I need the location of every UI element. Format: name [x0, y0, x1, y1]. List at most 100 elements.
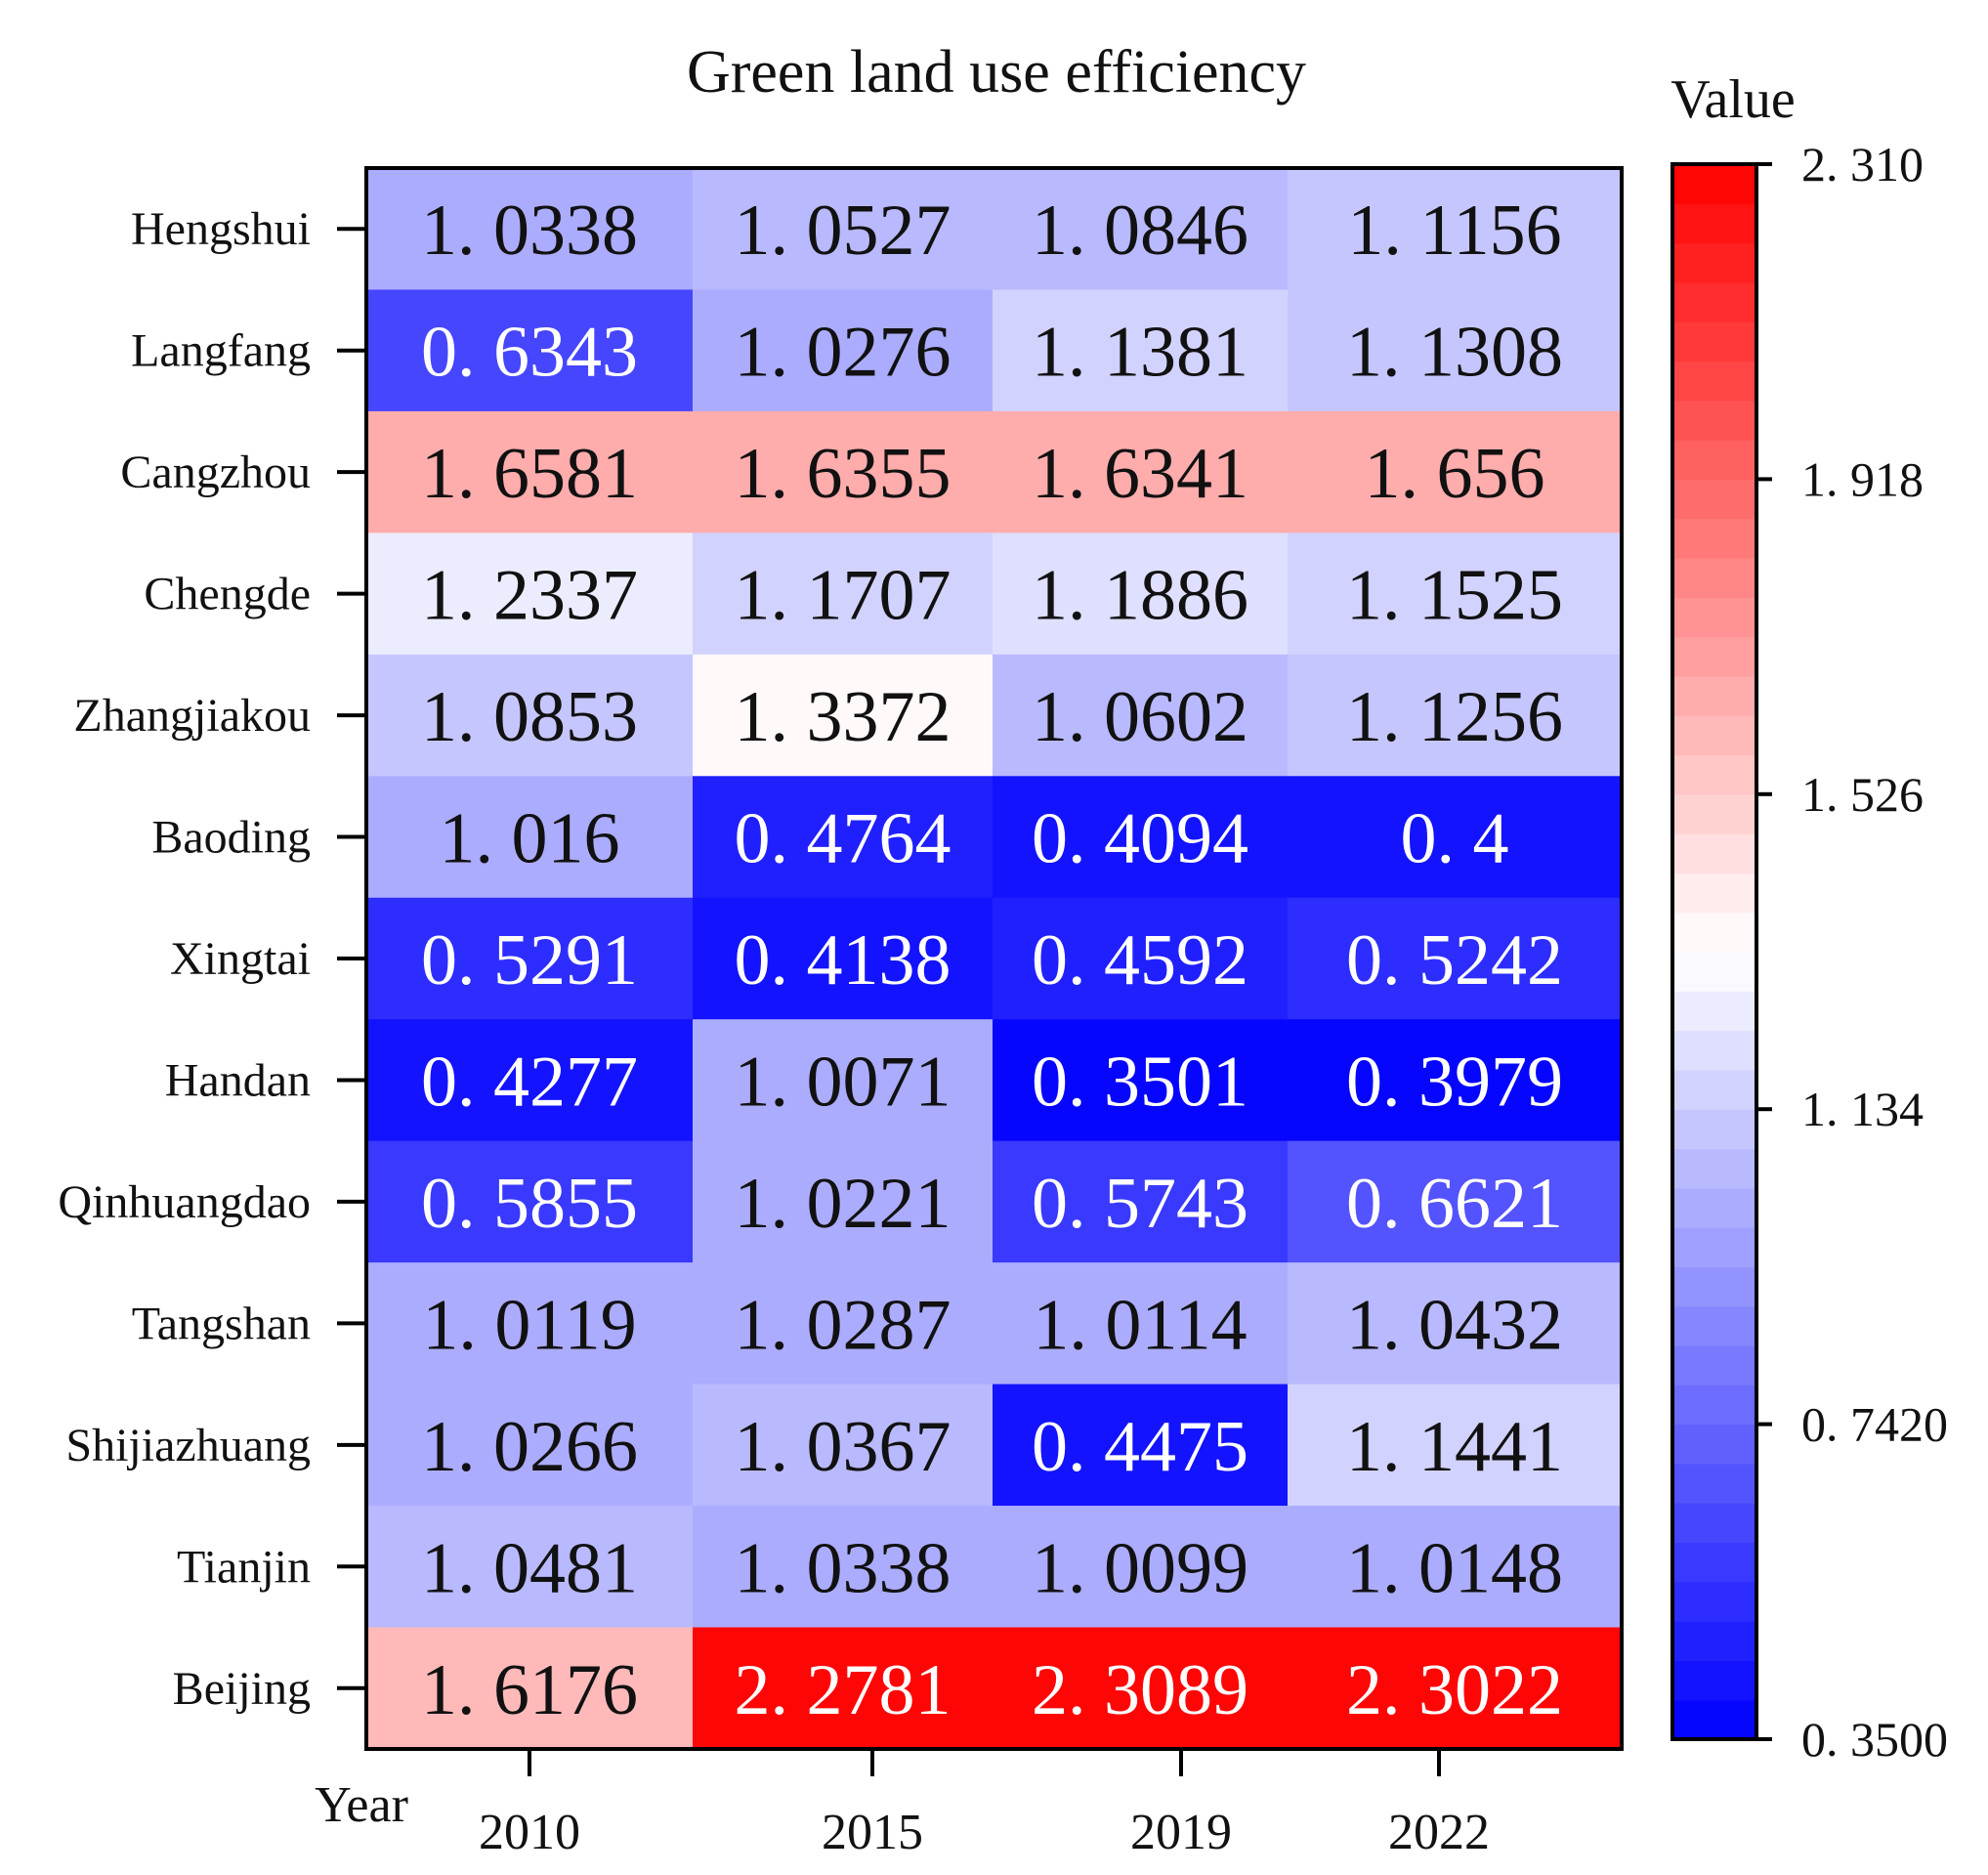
heatmap-cell	[1288, 1506, 1623, 1629]
y-tick-label: Shijiazhuang	[65, 1420, 311, 1471]
colorbar-segment	[1672, 1345, 1756, 1385]
heatmap-cell-label: 1. 1441	[1346, 1407, 1563, 1487]
colorbar-segment	[1672, 1187, 1756, 1228]
heatmap-cell-label: 1. 0276	[735, 313, 952, 393]
colorbar-ticks: 2. 310 1. 918 1. 526 1. 134 0. 7420 0. 3500	[1756, 137, 1948, 1767]
heatmap-cell	[693, 1384, 994, 1507]
y-tick-label: Handan	[165, 1054, 311, 1106]
heatmap-cell	[1288, 776, 1623, 899]
colorbar-segment	[1672, 1424, 1756, 1465]
colorbar-segment	[1672, 558, 1756, 598]
heatmap-cell	[693, 1262, 994, 1385]
colorbar-segment	[1672, 1463, 1756, 1504]
heatmap-cell	[693, 533, 994, 656]
heatmap-cell	[993, 1627, 1289, 1750]
heatmap-cell	[1288, 1262, 1623, 1385]
colorbar	[1672, 164, 1756, 1740]
heatmap-cell	[366, 897, 694, 1020]
heatmap-cell	[693, 1627, 994, 1750]
heatmap-cell	[366, 1019, 694, 1142]
chart-title: Green land use efficiency	[687, 39, 1306, 106]
colorbar-segment	[1672, 440, 1756, 480]
heatmap-cell-label: 1. 0114	[1033, 1285, 1247, 1365]
y-axis: Hengshui Langfang Cangzhou Chengde Zhangjiak…	[58, 203, 366, 1715]
colorbar-segment	[1672, 1227, 1756, 1267]
heatmap-cell	[993, 168, 1289, 291]
heatmap-cell	[693, 1019, 994, 1142]
heatmap-cell	[366, 168, 694, 291]
heatmap-cells	[366, 168, 1623, 1750]
colorbar-segment	[1672, 1660, 1756, 1701]
y-tick-label: Qinhuangdao	[58, 1176, 311, 1228]
heatmap-cell-label: 1. 0367	[735, 1407, 952, 1487]
colorbar-tick-label: 1. 134	[1801, 1082, 1924, 1136]
colorbar-segment	[1672, 479, 1756, 520]
colorbar-segment	[1672, 1385, 1756, 1426]
heatmap-cell-label: 1. 0119	[422, 1285, 636, 1365]
heatmap-cell	[693, 168, 994, 291]
heatmap-cell-label: 0. 4094	[1032, 799, 1248, 879]
x-axis: 2010 2015 2019 2022	[479, 1749, 1490, 1860]
colorbar-segment	[1672, 281, 1756, 322]
colorbar-segment	[1672, 1148, 1756, 1189]
heatmap-cell-labels: 1. 0338 1. 0527 1. 0846 1. 1156 0. 6343 1. 02…	[421, 191, 1563, 1730]
heatmap-cell	[993, 533, 1289, 656]
colorbar-tick-label: 0. 3500	[1801, 1712, 1948, 1767]
heatmap-cell-label: 1. 1156	[1347, 191, 1561, 271]
heatmap-cell	[366, 776, 694, 899]
heatmap-cell-label: 0. 5855	[421, 1164, 638, 1244]
x-tick-label: 2022	[1388, 1805, 1490, 1860]
heatmap-cell	[1288, 168, 1623, 291]
y-tick-label: Chengde	[144, 569, 311, 620]
colorbar-segment	[1672, 1542, 1756, 1583]
heatmap-cell-label: 1. 0527	[735, 191, 952, 271]
heatmap-cell-label: 0. 4277	[421, 1042, 638, 1122]
colorbar-segment	[1672, 1069, 1756, 1110]
heatmap-cell-label: 0. 4764	[735, 799, 952, 879]
colorbar-tick-label: 1. 526	[1801, 767, 1924, 822]
heatmap-cell-label: 0. 6621	[1346, 1164, 1563, 1244]
heatmap-cell-label: 1. 656	[1365, 434, 1545, 514]
heatmap-cell	[993, 410, 1289, 533]
colorbar-segment	[1672, 873, 1756, 914]
heatmap-cell-label: 0. 5743	[1032, 1164, 1248, 1244]
heatmap-cell-label: 0. 6343	[421, 313, 638, 393]
heatmap-cell-label: 1. 6581	[421, 434, 638, 514]
heatmap-cell	[366, 1384, 694, 1507]
heatmap-cell-label: 0. 5242	[1346, 920, 1563, 1001]
heatmap-cell	[693, 776, 994, 899]
heatmap-cell-label: 1. 1886	[1032, 556, 1248, 636]
heatmap-cell	[993, 1506, 1289, 1629]
heatmap-cell	[1288, 1627, 1623, 1750]
colorbar-segment	[1672, 1030, 1756, 1071]
heatmap-cell-label: 1. 0148	[1346, 1528, 1563, 1608]
y-tick-label: Langfang	[131, 325, 311, 377]
colorbar-tick-label: 2. 310	[1801, 137, 1924, 192]
x-tick-label: 2019	[1130, 1805, 1232, 1860]
y-tick-label: Hengshui	[131, 203, 311, 255]
heatmap-cell	[1288, 289, 1623, 412]
x-tick-label: 2015	[822, 1805, 923, 1860]
heatmap-cell	[993, 289, 1289, 412]
heatmap-cell-label: 1. 0432	[1346, 1285, 1563, 1365]
heatmap-cell	[993, 776, 1289, 899]
heatmap-cell	[366, 410, 694, 533]
colorbar-segment	[1672, 1305, 1756, 1346]
y-tick-label: Baoding	[151, 812, 311, 864]
heatmap-cell	[693, 654, 994, 777]
heatmap-cell-label: 1. 0221	[735, 1164, 952, 1244]
heatmap-cell-label: 1. 0602	[1032, 677, 1248, 757]
colorbar-segment	[1672, 1621, 1756, 1661]
heatmap-cell-label: 0. 4592	[1032, 920, 1248, 1001]
colorbar-segment	[1672, 912, 1756, 953]
colorbar-segment	[1672, 675, 1756, 716]
x-axis-label: Year	[315, 1777, 408, 1833]
heatmap-cell	[993, 1262, 1289, 1385]
colorbar-segment	[1672, 1699, 1756, 1740]
heatmap-cell-label: 2. 3022	[1346, 1650, 1563, 1730]
heatmap-cell-label: 1. 016	[440, 799, 620, 879]
heatmap-cell	[366, 654, 694, 777]
heatmap-cell-label: 1. 1381	[1032, 313, 1248, 393]
heatmap-cell	[993, 1384, 1289, 1507]
heatmap-cell-label: 1. 0071	[735, 1042, 952, 1122]
